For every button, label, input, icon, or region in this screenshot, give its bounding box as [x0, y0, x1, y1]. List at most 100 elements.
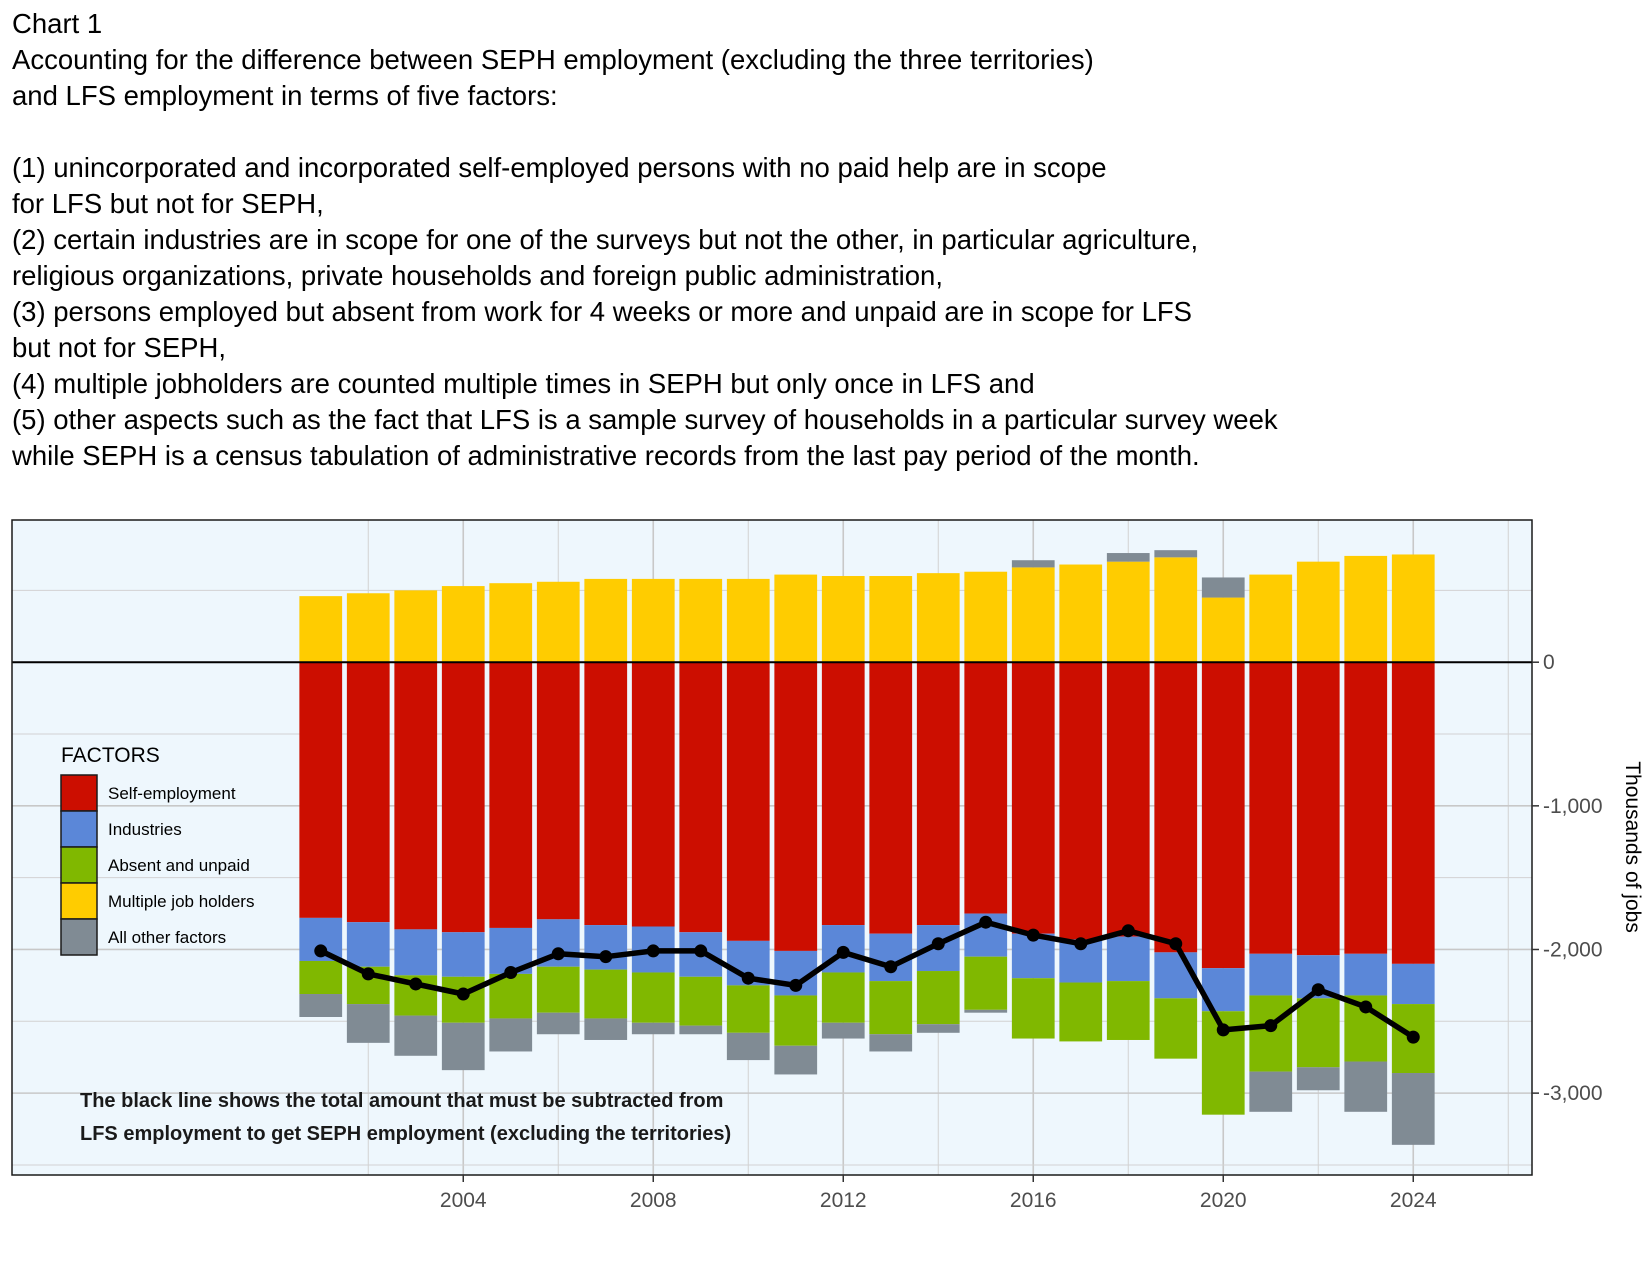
- bar-multiple-2021: [1249, 574, 1293, 663]
- bar-multiple-2022: [1296, 561, 1340, 663]
- bar-other-2010: [726, 1032, 770, 1061]
- bar-absent-2016: [1011, 978, 1055, 1039]
- bar-self-2004: [441, 662, 485, 933]
- bar-multiple-2016: [1011, 567, 1055, 663]
- bar-self-2024: [1391, 662, 1435, 964]
- bar-absent-2017: [1059, 982, 1103, 1042]
- bar-self-2015: [964, 662, 1008, 914]
- bar-absent-2015: [964, 956, 1008, 1010]
- legend-swatch-other: [60, 918, 98, 956]
- bar-absent-2011: [774, 995, 818, 1046]
- bar-self-2020: [1201, 662, 1245, 969]
- title-line: while SEPH is a census tabulation of adm…: [12, 440, 1200, 471]
- y-tick-label: -1,000: [1543, 795, 1603, 818]
- legend-title: FACTORS: [61, 744, 160, 767]
- title-line: (5) other aspects such as the fact that …: [12, 404, 1278, 435]
- bar-self-2001: [299, 662, 343, 918]
- bar-industries-2004: [441, 932, 485, 977]
- legend-swatch-self: [60, 774, 98, 812]
- bar-other-2009: [679, 1025, 723, 1035]
- total-line-point-2014: [931, 937, 945, 951]
- bar-multiple-2014: [916, 573, 960, 663]
- chart-title: Chart 1 Accounting for the difference be…: [12, 6, 1632, 474]
- bar-self-2021: [1249, 662, 1293, 954]
- legend-swatch-absent: [60, 846, 98, 884]
- total-line-point-2021: [1264, 1019, 1278, 1033]
- total-line-point-2008: [646, 944, 660, 958]
- legend-swatch-multiple: [60, 882, 98, 920]
- bar-multiple-2017: [1059, 564, 1103, 663]
- bar-other-2021: [1249, 1071, 1293, 1112]
- bar-absent-2006: [536, 966, 580, 1013]
- y-axis-title: Thousands of jobs: [1621, 761, 1644, 933]
- bar-absent-2014: [916, 971, 960, 1025]
- bar-multiple-2019: [1154, 557, 1198, 663]
- bar-other-2004: [441, 1022, 485, 1071]
- x-tick-label: 2008: [630, 1189, 677, 1212]
- bar-absent-2010: [726, 985, 770, 1033]
- bar-multiple-2024: [1391, 554, 1435, 663]
- bar-multiple-2013: [869, 576, 913, 663]
- bar-multiple-2005: [489, 583, 533, 663]
- bar-multiple-2006: [536, 581, 580, 663]
- bar-self-2022: [1296, 662, 1340, 956]
- title-line: Accounting for the difference between SE…: [12, 44, 1094, 75]
- bar-other-2003: [394, 1015, 438, 1056]
- bar-absent-2009: [679, 976, 723, 1026]
- total-line-point-2004: [456, 987, 470, 1001]
- total-line-point-2019: [1169, 937, 1183, 951]
- bar-other-2012: [821, 1022, 865, 1039]
- total-line-point-2010: [741, 971, 755, 985]
- bar-other-2016: [1011, 560, 1055, 568]
- bar-self-2016: [1011, 662, 1055, 934]
- bar-industries-2023: [1344, 953, 1388, 996]
- bar-multiple-2001: [299, 596, 343, 663]
- bar-absent-2008: [631, 972, 675, 1023]
- bar-multiple-2007: [584, 578, 628, 663]
- bar-self-2005: [489, 662, 533, 928]
- y-tick-label: 0: [1543, 651, 1555, 674]
- title-line: (3) persons employed but absent from wor…: [12, 296, 1193, 327]
- bar-other-2007: [584, 1018, 628, 1040]
- bar-absent-2022: [1296, 998, 1340, 1068]
- total-line-point-2012: [836, 945, 850, 959]
- total-line-point-2003: [409, 977, 423, 991]
- bar-industries-2021: [1249, 953, 1293, 996]
- bar-multiple-2003: [394, 590, 438, 663]
- y-tick-label: -3,000: [1543, 1082, 1603, 1105]
- legend-swatch-industries: [60, 810, 98, 848]
- bar-other-2014: [916, 1024, 960, 1033]
- legend-label-other: All other factors: [108, 928, 226, 947]
- bar-self-2019: [1154, 662, 1198, 953]
- bar-multiple-2010: [726, 578, 770, 663]
- bar-multiple-2004: [441, 586, 485, 663]
- bar-industries-2002: [346, 922, 390, 967]
- total-line-point-2007: [599, 950, 613, 964]
- bar-absent-2007: [584, 969, 628, 1019]
- x-tick-label: 2004: [440, 1189, 487, 1212]
- bars: [299, 550, 1435, 1145]
- bar-other-2015: [964, 1009, 1008, 1013]
- y-tick-label: -2,000: [1543, 938, 1603, 961]
- bar-industries-2003: [394, 929, 438, 976]
- total-line-point-2011: [789, 978, 803, 992]
- title-line: (1) unincorporated and incorporated self…: [12, 152, 1107, 183]
- legend-label-absent: Absent and unpaid: [108, 856, 250, 875]
- total-line-path: [319, 919, 1415, 1040]
- x-tick-label: 2012: [820, 1189, 867, 1212]
- bar-self-2023: [1344, 662, 1388, 954]
- bar-other-2002: [346, 1004, 390, 1043]
- bar-other-2020: [1201, 577, 1245, 598]
- bar-other-2019: [1154, 550, 1198, 558]
- bar-absent-2012: [821, 972, 865, 1023]
- bar-multiple-2023: [1344, 555, 1388, 663]
- bar-self-2018: [1106, 662, 1150, 937]
- bar-self-2007: [584, 662, 628, 926]
- title-line: (4) multiple jobholders are counted mult…: [12, 368, 1035, 399]
- bar-self-2009: [679, 662, 723, 933]
- x-tick-label: 2016: [1010, 1189, 1057, 1212]
- bar-self-2011: [774, 662, 818, 951]
- bar-self-2002: [346, 662, 390, 923]
- bar-other-2023: [1344, 1061, 1388, 1112]
